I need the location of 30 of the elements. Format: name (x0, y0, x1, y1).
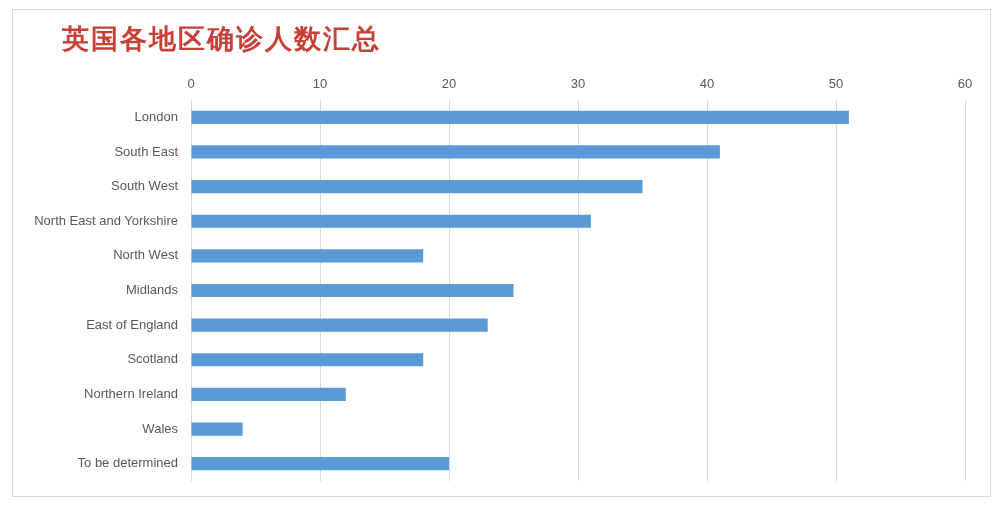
bar (191, 180, 643, 194)
bar (191, 110, 849, 124)
x-tick-label: 10 (312, 75, 328, 91)
x-tick-label: 60 (957, 75, 973, 91)
y-tick-label: Midlands (125, 282, 179, 298)
x-tick-label: 20 (441, 75, 457, 91)
x-tick-label: 50 (828, 75, 844, 91)
bar (191, 457, 449, 471)
y-tick-label: North West (113, 247, 179, 263)
y-tick-label: South East (114, 143, 179, 159)
bar (191, 353, 424, 367)
y-tick-label: London (134, 108, 178, 124)
bar (191, 387, 346, 401)
bar (191, 283, 514, 298)
y-tick-label: South West (111, 178, 179, 194)
bar (191, 214, 591, 228)
bar (191, 318, 488, 332)
y-tick-label: Wales (142, 420, 179, 436)
bar (191, 145, 720, 159)
x-tick-label: 30 (570, 75, 586, 91)
y-tick-label: Scotland (127, 351, 178, 367)
x-tick-label: 40 (699, 75, 715, 91)
y-tick-label: Northern Ireland (84, 385, 178, 401)
y-tick-label: East of England (86, 316, 178, 332)
y-tick-label: North East and Yorkshire (34, 212, 178, 228)
bar (191, 422, 243, 436)
x-tick-label: 0 (187, 75, 195, 91)
y-tick-label: To be determined (77, 455, 178, 471)
bar (191, 249, 424, 263)
chart-title: 英国各地区确诊人数汇总 (62, 22, 381, 56)
